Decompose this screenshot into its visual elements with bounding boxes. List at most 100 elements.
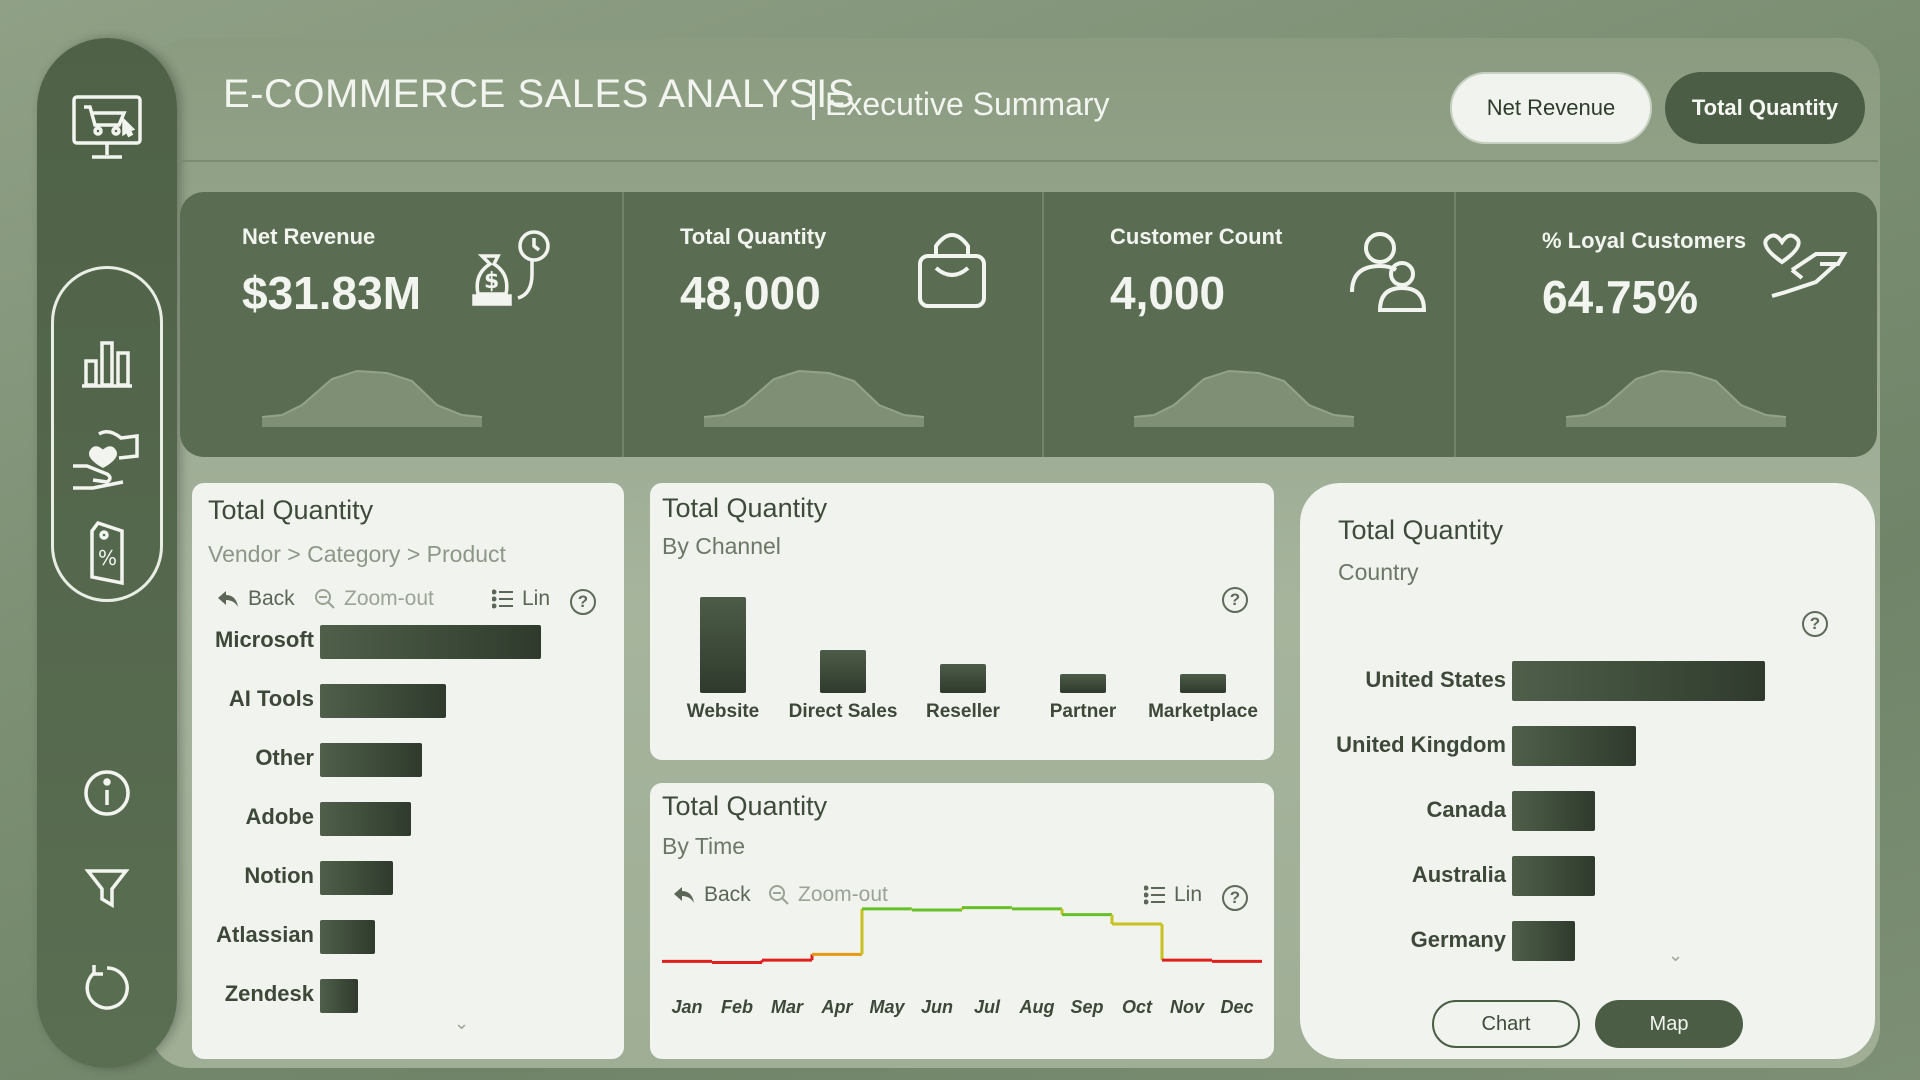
x-tick-label: Jun [920, 997, 953, 1017]
bar [320, 625, 541, 659]
card-title: Total Quantity [208, 495, 374, 525]
x-tick-label: Oct [1121, 997, 1152, 1017]
kpi-value: 64.75% [1542, 271, 1699, 323]
sidebar: % [37, 38, 177, 1068]
x-tick-label: Dec [1220, 997, 1254, 1017]
kpi-label: Customer Count [1110, 224, 1283, 249]
bar-label: Marketplace [1148, 701, 1258, 722]
drill-breadcrumb: Vendor > Category > Product [208, 541, 506, 567]
sparkline [262, 369, 482, 427]
kpi-label: Total Quantity [680, 224, 827, 249]
lin-button[interactable]: Lin [492, 587, 550, 611]
x-tick-label: Jul [973, 997, 1000, 1017]
kpi-net-revenue: Net Revenue $31.83M $ [202, 192, 622, 457]
x-tick-label: Jan [671, 997, 703, 1017]
vendor-quantity-card: Total Quantity Vendor > Category > Produ… [192, 483, 624, 1059]
zoom-out-icon [315, 589, 335, 609]
help-icon[interactable]: ? [1802, 611, 1828, 637]
x-tick-label: Aug [1019, 997, 1055, 1017]
bar [320, 802, 411, 836]
title-separator [812, 80, 815, 120]
shopping-bag-icon [912, 226, 992, 321]
zoom-out-button[interactable]: Zoom-out [768, 883, 888, 907]
bar-label: Canada [1426, 797, 1506, 822]
zoom-out-icon [769, 885, 789, 905]
bar [320, 684, 446, 718]
lin-button[interactable]: Lin [1144, 883, 1202, 907]
back-label: Back [704, 883, 751, 906]
x-tick-label: Feb [720, 997, 753, 1017]
time-quantity-card: Total Quantity By Time Back Zoom-out Lin… [650, 783, 1274, 1059]
bar [1060, 673, 1106, 693]
bar-label: Zendesk [224, 981, 314, 1006]
scroll-down-chevron-icon[interactable]: ⌄ [454, 1013, 470, 1033]
help-icon[interactable]: ? [1222, 885, 1248, 911]
bar [1512, 726, 1636, 766]
kpi-value: $31.83M [242, 267, 422, 319]
back-arrow-icon [674, 887, 694, 903]
back-button[interactable]: Back [672, 883, 751, 907]
zoom-out-label: Zoom-out [344, 587, 434, 610]
time-line-chart [662, 906, 1262, 964]
discount-tag-icon[interactable]: % [37, 513, 177, 593]
filter-icon[interactable] [37, 853, 177, 923]
bar-label: United Kingdom [1336, 732, 1506, 757]
bar-label: Website [686, 701, 760, 722]
bar-label: Adobe [245, 804, 314, 829]
x-tick-label: Nov [1169, 997, 1204, 1017]
bar-label: United States [1365, 667, 1506, 692]
back-label: Back [248, 587, 295, 610]
info-icon[interactable] [37, 758, 177, 828]
card-subtitle: By Channel [662, 533, 781, 559]
card-title: Total Quantity [1338, 515, 1504, 545]
svg-text:%: % [98, 546, 117, 570]
sidebar-page-group [51, 266, 163, 602]
sparkline [1134, 369, 1354, 427]
card-title: Total Quantity [662, 493, 828, 523]
bar [700, 597, 746, 693]
money-bag-icon: $ [464, 226, 554, 321]
kpi-label: Net Revenue [242, 224, 376, 249]
total-quantity-button[interactable]: Total Quantity [1665, 72, 1865, 144]
list-icon [492, 589, 513, 609]
kpi-strip: Net Revenue $31.83M $ Total Quantity 48,… [180, 192, 1877, 457]
sparkline [704, 369, 924, 427]
bar-label: AI Tools [228, 686, 314, 711]
bar [940, 664, 986, 693]
bar-label: Atlassian [216, 922, 314, 947]
heart-hand-icon [1762, 226, 1852, 311]
sparkline [1566, 369, 1786, 427]
country-quantity-card: Total Quantity Country ? United States Un… [1300, 483, 1875, 1059]
bar-label: Germany [1410, 927, 1506, 952]
x-tick-label: Apr [821, 997, 853, 1017]
bar [1512, 921, 1576, 961]
header-divider [178, 160, 1878, 162]
lin-label: Lin [1174, 883, 1203, 906]
kpi-loyal-customers: % Loyal Customers 64.75% [1454, 192, 1874, 457]
bar [1512, 856, 1596, 896]
chart-view-button[interactable]: Chart [1432, 1000, 1580, 1048]
scroll-down-chevron-icon[interactable]: ⌄ [1668, 945, 1684, 965]
back-button[interactable]: Back [216, 587, 295, 611]
bar [1180, 673, 1226, 693]
zoom-out-button[interactable]: Zoom-out [314, 587, 434, 611]
bar-label: Partner [1049, 701, 1117, 722]
bar [320, 743, 422, 777]
bar-chart-icon[interactable] [37, 323, 177, 403]
net-revenue-button[interactable]: Net Revenue [1450, 72, 1652, 144]
help-icon[interactable]: ? [570, 589, 596, 615]
x-tick-label: Sep [1070, 997, 1104, 1017]
help-icon[interactable]: ? [1222, 587, 1248, 613]
cart-monitor-icon[interactable] [37, 78, 177, 178]
kpi-label: % Loyal Customers [1542, 228, 1747, 253]
kpi-value: 48,000 [680, 267, 821, 319]
map-view-button[interactable]: Map [1595, 1000, 1743, 1048]
reset-icon[interactable] [37, 948, 177, 1028]
loyalty-hands-icon[interactable] [37, 416, 177, 506]
page-subtitle: Executive Summary [825, 86, 1110, 122]
back-arrow-icon [218, 591, 238, 607]
bar [820, 649, 866, 693]
bar [320, 979, 358, 1013]
bar-label: Direct Sales [788, 701, 898, 722]
page-title: E-COMMERCE SALES ANALYSIS [223, 72, 855, 116]
